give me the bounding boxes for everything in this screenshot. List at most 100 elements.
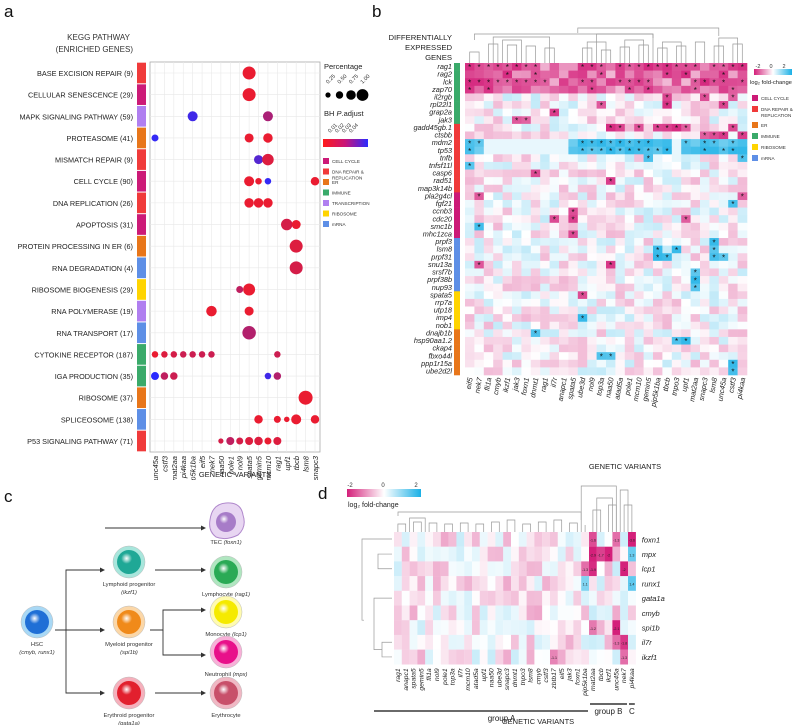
category-bar xyxy=(454,101,460,109)
heatmap-cell xyxy=(690,329,701,338)
legend-color-title: BH P.adjust xyxy=(324,109,365,118)
heatmap-cell xyxy=(465,238,475,246)
heatmap-cell xyxy=(643,230,654,239)
heatmap-cell xyxy=(493,291,503,300)
heatmap-cell xyxy=(690,139,701,148)
heatmap-cell xyxy=(559,101,569,109)
enrichment-dot xyxy=(262,153,274,166)
heatmap-cell xyxy=(530,260,541,269)
heatmap-cell xyxy=(709,199,720,208)
tec-label: TEC (foxn1) xyxy=(210,540,241,546)
category-bar xyxy=(137,192,146,214)
enrichment-dot xyxy=(253,198,264,208)
heatmap-cell xyxy=(502,192,513,201)
significance-star: * xyxy=(609,147,612,156)
dendrogram-branch xyxy=(491,521,500,532)
heatmap-cell xyxy=(737,101,748,109)
heatmap-cell xyxy=(596,154,607,163)
heatmap-cell xyxy=(606,253,616,262)
heatmap-cell xyxy=(620,634,629,650)
dendrogram-branch xyxy=(718,37,738,63)
heatmap-cell xyxy=(728,215,738,224)
heatmap-cell xyxy=(671,184,682,193)
heatmap-cell xyxy=(606,93,616,102)
heatmap-cell xyxy=(737,260,748,269)
legend-title: log₂ fold-change xyxy=(348,502,399,509)
heatmap-cell xyxy=(709,139,720,148)
enrichment-dot xyxy=(160,372,169,380)
significance-star: * xyxy=(496,63,499,72)
heatmap-cell xyxy=(456,590,465,606)
row-gene-label: zap70 xyxy=(431,85,452,94)
heatmap-cell xyxy=(474,359,485,368)
heatmap-cell xyxy=(653,154,663,163)
legend-category-swatch xyxy=(323,221,329,227)
heatmap-cell xyxy=(577,283,588,292)
heatmap-cell xyxy=(643,367,654,376)
category-bar xyxy=(137,279,146,300)
legend-category-label: ER xyxy=(332,180,339,185)
heatmap-cell xyxy=(728,101,738,109)
heatmap-cell xyxy=(620,620,629,636)
heatmap-cell xyxy=(568,245,579,254)
x-tick-label: mcm10 xyxy=(465,668,472,691)
heatmap-cell xyxy=(604,576,613,591)
heatmap-cell xyxy=(577,207,588,216)
significance-star: * xyxy=(619,139,622,148)
heatmap-cell xyxy=(540,108,550,117)
heatmap-cell xyxy=(653,359,663,368)
heatmap-cell xyxy=(565,634,574,650)
header-line: DIFFERENTIALLY xyxy=(388,33,452,42)
heatmap-cell xyxy=(587,344,597,353)
heatmap-cell xyxy=(549,321,560,330)
heatmap-cell xyxy=(502,199,513,208)
heatmap-cell xyxy=(606,321,616,330)
heatmap-cell xyxy=(521,116,532,125)
x-tick-label: upf1 xyxy=(680,377,691,393)
x-tick-label: eif5 xyxy=(559,668,566,679)
heatmap-cell xyxy=(737,276,748,284)
heatmap-cell xyxy=(417,605,426,621)
heatmap-cell xyxy=(559,314,569,323)
heatmap-cell xyxy=(502,336,513,345)
heatmap-cell xyxy=(709,85,720,94)
heatmap-cell xyxy=(409,532,418,547)
heatmap-cell xyxy=(483,70,494,79)
x-tick-label: foxn1 xyxy=(574,668,581,685)
heatmap-cell xyxy=(737,70,748,79)
monocyte-label: Monocyte (lcp1) xyxy=(205,632,246,638)
heatmap-cell xyxy=(495,532,504,547)
enrichment-dot xyxy=(274,351,281,358)
heatmap-cell xyxy=(530,70,541,79)
heatmap-cell xyxy=(518,546,527,562)
heatmap-cell xyxy=(512,215,522,224)
heatmap-cell xyxy=(568,306,579,315)
heatmap-cell xyxy=(737,146,748,155)
heatmap-cell xyxy=(653,321,663,330)
x-tick-label: lsm8 xyxy=(302,455,311,472)
heatmap-cell xyxy=(671,321,682,330)
heatmap-cell xyxy=(493,367,503,376)
heatmap-cell xyxy=(737,63,748,71)
heatmap-cell xyxy=(700,253,710,262)
heatmap-cell xyxy=(409,576,418,591)
heatmap-cell xyxy=(511,576,519,591)
heatmap-cell xyxy=(624,276,635,284)
dendrogram-branch xyxy=(492,36,550,63)
heatmap-cell xyxy=(474,101,485,109)
significance-star: * xyxy=(534,330,537,339)
heatmap-cell xyxy=(643,298,654,307)
heatmap-cell xyxy=(624,268,635,277)
category-bar xyxy=(454,207,460,216)
heatmap-cell xyxy=(530,192,541,201)
category-bar xyxy=(454,70,460,79)
heatmap-cell xyxy=(653,116,663,125)
heatmap-cell xyxy=(512,260,522,269)
heatmap-cell xyxy=(681,359,691,368)
heatmap-cell xyxy=(624,306,635,315)
row-gene-label: casp6 xyxy=(433,169,453,178)
heatmap-cell xyxy=(653,123,663,132)
heatmap-cell xyxy=(559,352,569,361)
cell-value-label: 1.1 xyxy=(583,583,588,587)
legend-title: log₂ fold-change xyxy=(750,80,792,86)
